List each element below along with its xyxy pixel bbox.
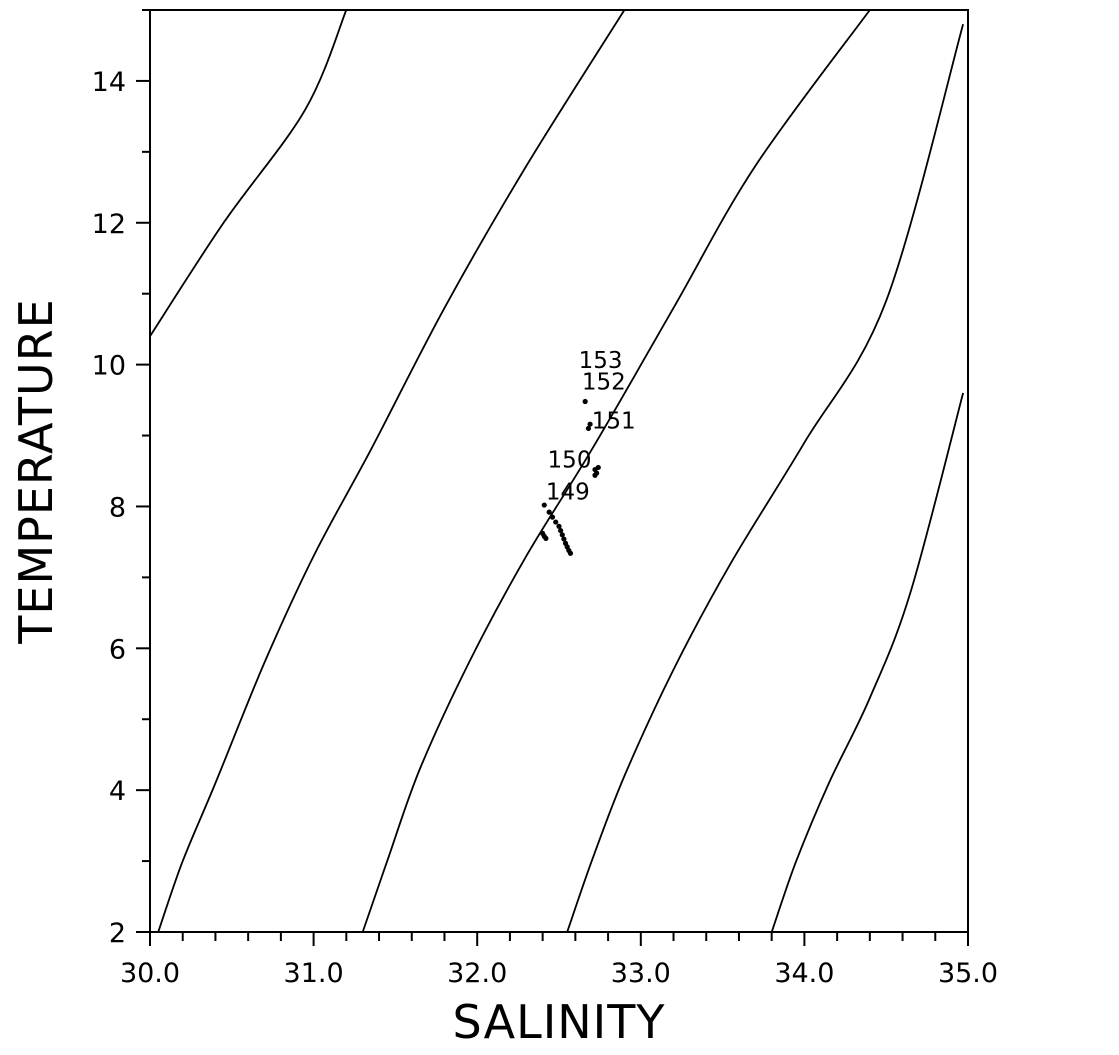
station-label-152: 152 — [582, 369, 626, 395]
y-tick-label: 8 — [109, 492, 126, 523]
data-point — [585, 425, 592, 432]
x-tick-label: 34.0 — [774, 958, 834, 989]
data-point — [559, 532, 565, 538]
data-point — [553, 519, 559, 525]
data-point — [567, 550, 574, 556]
y-tick-label: 2 — [109, 918, 126, 949]
x-tick-label: 31.0 — [284, 958, 344, 989]
y-tick-label: 6 — [109, 634, 126, 665]
x-axis-ticks: 30.0 31.0 32.0 33.0 34.0 35.0 — [120, 932, 998, 989]
y-tick-label: 10 — [92, 351, 126, 382]
contour-line-2 — [157, 9, 626, 933]
station-label-151: 151 — [592, 408, 636, 434]
station-label-149: 149 — [546, 479, 590, 505]
contour-line-1 — [149, 9, 348, 337]
data-points — [540, 398, 601, 556]
data-point — [558, 527, 564, 534]
data-point — [587, 421, 593, 427]
contour-line-3 — [361, 9, 871, 933]
station-label-150: 150 — [548, 447, 592, 473]
data-point — [561, 536, 567, 542]
data-point — [541, 502, 547, 508]
y-axis-title: TEMPERATURE — [9, 298, 63, 644]
y-tick-label: 12 — [92, 209, 126, 240]
data-point — [543, 535, 549, 541]
y-tick-label: 4 — [109, 776, 126, 807]
data-point — [549, 514, 556, 520]
x-tick-label: 30.0 — [120, 958, 180, 989]
y-axis-ticks: 2 4 6 8 10 12 14 — [92, 9, 150, 949]
data-point — [582, 398, 588, 405]
plot-frame — [149, 9, 969, 933]
contour-line-5 — [770, 392, 964, 933]
contour-line-4 — [566, 23, 964, 933]
station-label-153: 153 — [579, 348, 623, 374]
x-axis-title: SALINITY — [453, 995, 666, 1049]
x-tick-label: 35.0 — [938, 958, 998, 989]
x-tick-label: 33.0 — [611, 958, 671, 989]
x-tick-label: 32.0 — [447, 958, 507, 989]
data-point — [546, 509, 552, 515]
data-point — [556, 523, 562, 529]
data-point — [592, 472, 598, 478]
data-point — [595, 464, 601, 471]
contour-lines — [149, 9, 964, 933]
y-tick-label: 14 — [92, 67, 126, 98]
